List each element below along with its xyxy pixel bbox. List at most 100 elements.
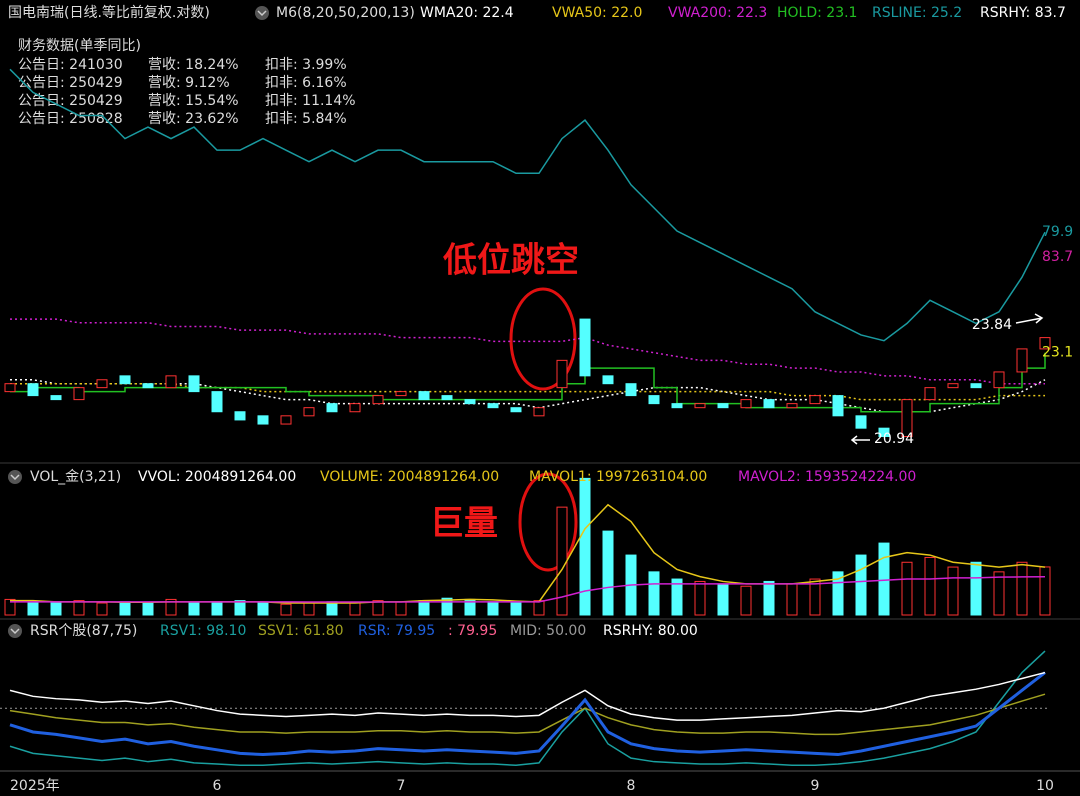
volume-bar [487, 601, 499, 616]
rs-label: 79.9 [1042, 224, 1073, 240]
series-line [9, 68, 1046, 342]
volume-bar [993, 571, 1005, 616]
legend-entry: MAVOL2: 1593524224.00 [738, 469, 916, 485]
x-tick-label: 2025年 [10, 778, 60, 794]
chart-subtitle: M6(8,20,50,200,13) [276, 5, 415, 21]
fin-row: 扣非: 6.16% [265, 75, 347, 91]
candle [878, 427, 890, 438]
volume-bar [96, 602, 108, 616]
candle [211, 391, 223, 413]
fin-row: 公告日: 250429 [18, 93, 123, 109]
fin-row: 扣非: 11.14% [265, 93, 356, 109]
candle [487, 403, 499, 409]
arrow [850, 435, 870, 445]
candle [395, 391, 407, 397]
volume-bar [671, 578, 683, 616]
volume-bar [694, 580, 706, 616]
volume-bar [27, 602, 39, 616]
candle [119, 375, 131, 385]
candle [188, 375, 200, 393]
candle [280, 415, 292, 425]
candle [349, 403, 361, 413]
volume-bar [947, 566, 959, 616]
high-label: 23.84 [972, 317, 1012, 333]
fin-row: 扣非: 5.84% [265, 111, 347, 127]
candle [717, 403, 729, 409]
volume-bar [280, 603, 292, 616]
low-label: 20.94 [874, 431, 914, 447]
hold-label: 23.1 [1042, 345, 1073, 361]
volume-bar [717, 583, 729, 616]
volume-bar [809, 578, 821, 616]
volume-bar [510, 602, 522, 616]
legend-entry: VWA50: 22.0 [552, 5, 642, 21]
legend-entry: SSV1: 61.80 [258, 623, 344, 639]
volume-bar [303, 602, 315, 616]
series-line [9, 693, 1046, 736]
candle [625, 383, 637, 397]
candle [303, 407, 315, 417]
candle [50, 395, 62, 401]
candle [901, 399, 913, 438]
candle [602, 375, 614, 385]
rsrhy-label: 83.7 [1042, 249, 1073, 265]
candle [27, 383, 39, 397]
volume-bar [234, 600, 246, 616]
volume-bar [142, 602, 154, 616]
candle [326, 403, 338, 413]
legend-entry: RSRHY: 83.7 [980, 5, 1066, 21]
x-tick-label: 6 [213, 778, 222, 794]
candle [556, 359, 568, 389]
x-tick-label: 8 [627, 778, 636, 794]
candle [464, 399, 476, 405]
legend-entry: MAVOL1: 1997263104.00 [529, 469, 707, 485]
fin-title: 财务数据(单季同比) [18, 38, 141, 54]
legend-entry: RSR: 79.95 [358, 623, 435, 639]
arrow [1015, 313, 1044, 324]
candle [234, 411, 246, 421]
volume-bar [533, 600, 545, 616]
candle [4, 383, 16, 393]
volume-bar [441, 597, 453, 616]
candle [763, 399, 775, 409]
candle [96, 379, 108, 389]
legend-entry: WMA20: 22.4 [420, 5, 514, 21]
fin-row: 营收: 9.12% [148, 75, 230, 91]
fin-row: 公告日: 250429 [18, 75, 123, 91]
candle [947, 383, 959, 389]
volume-bar [740, 585, 752, 616]
volume-bar [602, 530, 614, 616]
volume-bar [579, 477, 591, 616]
candle [993, 371, 1005, 389]
legend-entry: HOLD: 23.1 [777, 5, 857, 21]
candle [809, 395, 821, 405]
candle [924, 387, 936, 401]
volume-bar [763, 580, 775, 616]
candle [257, 415, 269, 425]
chart-title: 国电南瑞(日线.等比前复权.对数) [8, 4, 210, 21]
legend-entry: MID: 50.00 [510, 623, 586, 639]
volume-bar [349, 602, 361, 616]
volume-bar [855, 554, 867, 616]
fin-row: 营收: 18.24% [148, 57, 239, 73]
volume-bar [73, 600, 85, 616]
annotation: 低位跳空 [443, 241, 579, 281]
candle [648, 395, 660, 405]
volume-bar [878, 542, 890, 616]
highlight-circle [518, 472, 578, 572]
candle [970, 383, 982, 389]
fin-row: 营收: 15.54% [148, 93, 239, 109]
candle [1016, 348, 1028, 373]
fin-row: 公告日: 250828 [18, 111, 123, 127]
volume-bar [1039, 566, 1051, 616]
fin-row: 扣非: 3.99% [265, 57, 347, 73]
legend-entry: RSV1: 98.10 [160, 623, 246, 639]
x-tick-label: 10 [1036, 778, 1054, 794]
panel-title: VOL_金(3,21) [30, 469, 121, 485]
series-line [9, 671, 1046, 721]
volume-bar [786, 583, 798, 616]
legend-entry: VWA200: 22.3 [668, 5, 767, 21]
header-icon [8, 470, 22, 484]
